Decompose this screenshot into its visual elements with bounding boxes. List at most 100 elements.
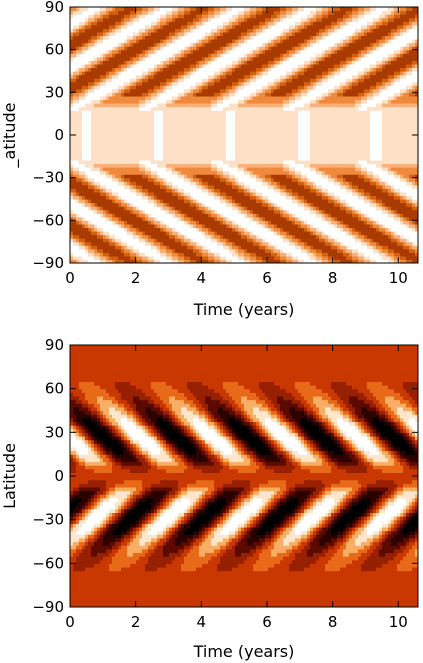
- top-heatmap-cell: [91, 127, 95, 133]
- top-heatmap-cell: [97, 202, 101, 207]
- top-heatmap-cell: [208, 67, 212, 72]
- top-heatmap-cell: [220, 177, 224, 182]
- top-heatmap-cell: [241, 7, 245, 12]
- top-heatmap-cell: [181, 85, 185, 90]
- top-heatmap-cell: [145, 191, 149, 197]
- top-heatmap-cell: [274, 245, 278, 250]
- top-heatmap-cell: [226, 99, 230, 104]
- top-heatmap-cell: [226, 106, 230, 111]
- top-heatmap-cell: [154, 231, 158, 236]
- top-heatmap-cell: [166, 106, 170, 111]
- top-heatmap-cell: [265, 234, 269, 239]
- top-heatmap-cell: [124, 170, 128, 175]
- top-heatmap-cell: [259, 142, 263, 147]
- top-heatmap-cell: [211, 209, 215, 214]
- top-heatmap-cell: [235, 135, 239, 140]
- top-heatmap-cell: [193, 199, 197, 204]
- top-heatmap-cell: [142, 159, 146, 165]
- top-heatmap-cell: [232, 88, 236, 93]
- top-heatmap-cell: [103, 7, 107, 12]
- top-heatmap-cell: [85, 110, 89, 115]
- top-heatmap-cell: [229, 85, 233, 90]
- top-heatmap-cell: [226, 53, 230, 58]
- top-heatmap-cell: [274, 24, 278, 29]
- top-heatmap-cell: [229, 227, 233, 232]
- top-heatmap-cell: [271, 67, 275, 72]
- top-heatmap-cell: [184, 49, 188, 54]
- top-heatmap-cell: [142, 234, 146, 239]
- top-heatmap-cell: [76, 7, 80, 12]
- top-heatmap-cell: [112, 110, 116, 115]
- top-heatmap-cell: [232, 39, 236, 44]
- top-heatmap-cell: [256, 252, 260, 257]
- top-heatmap-cell: [133, 159, 137, 165]
- top-heatmap-cell: [100, 28, 104, 33]
- top-heatmap-cell: [181, 142, 185, 147]
- top-heatmap-cell: [271, 167, 275, 172]
- top-heatmap-cell: [127, 28, 131, 33]
- top-heatmap-cell: [166, 53, 170, 58]
- top-heatmap-cell: [157, 170, 161, 175]
- top-heatmap-cell: [103, 202, 107, 207]
- top-heatmap-cell: [109, 99, 113, 104]
- top-heatmap-cell: [76, 103, 80, 108]
- top-heatmap-cell: [184, 209, 188, 214]
- top-heatmap-cell: [175, 238, 179, 243]
- top-heatmap-cell: [274, 188, 278, 193]
- top-heatmap-cell: [274, 152, 278, 157]
- top-heatmap-cell: [115, 78, 119, 83]
- top-heatmap-cell: [217, 53, 221, 58]
- top-heatmap-cell: [73, 259, 77, 263]
- top-heatmap-cell: [265, 209, 269, 214]
- top-heatmap-cell: [112, 95, 116, 101]
- top-heatmap-cell: [253, 74, 257, 79]
- top-heatmap-cell: [193, 35, 197, 40]
- top-heatmap-cell: [148, 216, 152, 221]
- top-heatmap-cell: [139, 145, 143, 150]
- top-heatmap-cell: [268, 103, 272, 108]
- top-heatmap-cell: [196, 159, 200, 165]
- top-heatmap-cell: [256, 184, 260, 189]
- top-heatmap-cell: [238, 199, 242, 204]
- top-heatmap-cell: [238, 67, 242, 72]
- top-heatmap-cell: [94, 42, 98, 47]
- top-heatmap-cell: [241, 149, 245, 154]
- top-heatmap-cell: [115, 213, 119, 218]
- top-heatmap-cell: [163, 17, 167, 22]
- top-heatmap-cell: [229, 159, 233, 165]
- top-heatmap-cell: [262, 85, 266, 90]
- top-heatmap-cell: [157, 63, 161, 69]
- top-heatmap-cell: [271, 259, 275, 263]
- top-heatmap-cell: [217, 195, 221, 200]
- top-heatmap-cell: [259, 127, 263, 133]
- top-heatmap-cell: [235, 49, 239, 54]
- top-heatmap-cell: [235, 63, 239, 69]
- top-heatmap-cell: [127, 216, 131, 221]
- top-heatmap-cell: [100, 7, 104, 12]
- top-heatmap-cell: [115, 67, 119, 72]
- top-heatmap-cell: [259, 234, 263, 239]
- top-heatmap-cell: [145, 63, 149, 69]
- top-heatmap-cell: [166, 46, 170, 51]
- top-heatmap-cell: [238, 120, 242, 125]
- top-heatmap-cell: [103, 21, 107, 26]
- top-heatmap-cell: [70, 103, 74, 108]
- top-heatmap-cell: [277, 177, 281, 182]
- top-heatmap-cell: [154, 95, 158, 101]
- top-heatmap-cell: [238, 220, 242, 225]
- top-heatmap-cell: [259, 14, 263, 19]
- top-heatmap-cell: [166, 99, 170, 104]
- top-heatmap-cell: [157, 17, 161, 22]
- top-heatmap-cell: [220, 135, 224, 140]
- top-heatmap-cell: [208, 42, 212, 47]
- top-heatmap-cell: [136, 238, 140, 243]
- top-heatmap-cell: [262, 234, 266, 239]
- top-heatmap-cell: [196, 181, 200, 186]
- top-heatmap-cell: [211, 127, 215, 133]
- top-heatmap-cell: [76, 31, 80, 37]
- top-heatmap-cell: [199, 220, 203, 225]
- top-heatmap-cell: [154, 167, 158, 172]
- top-heatmap-cell: [268, 195, 272, 200]
- top-heatmap-cell: [169, 74, 173, 79]
- top-heatmap-cell: [220, 231, 224, 236]
